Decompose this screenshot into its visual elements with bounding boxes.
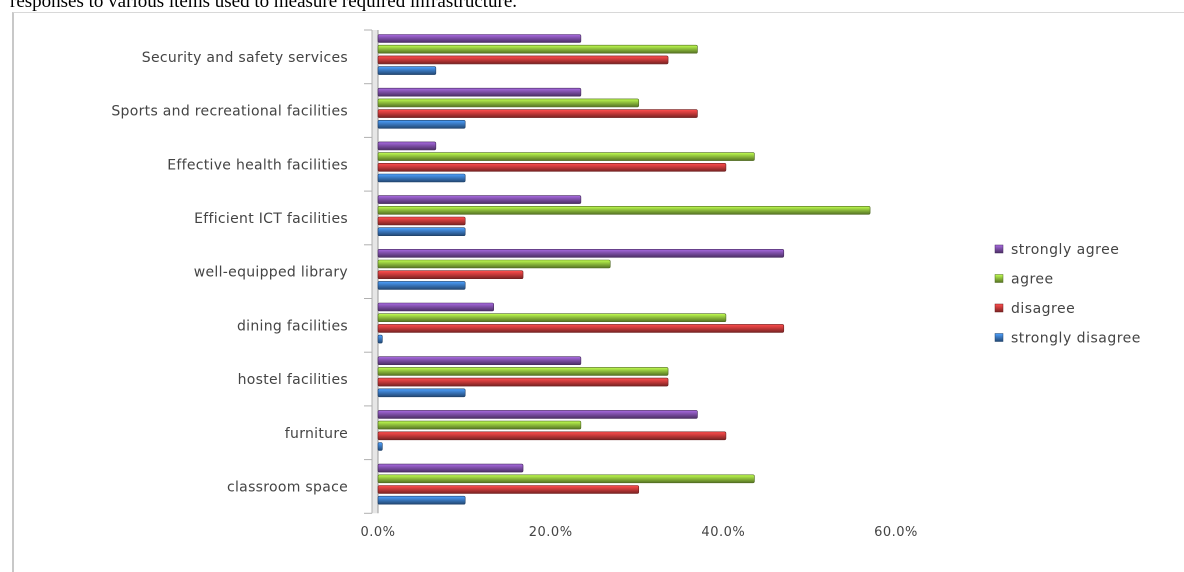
bar-strongly-agree: [377, 195, 582, 204]
x-tick-label: 60.0%: [874, 525, 918, 540]
axis-wall: [372, 30, 378, 514]
category-label: well-equipped library: [194, 265, 348, 281]
category-label: hostel facilities: [238, 372, 348, 388]
bar-agree: [377, 420, 582, 430]
x-tick-label: 0.0%: [360, 525, 395, 540]
bar-strongly-agree: [377, 87, 582, 97]
category-label: Security and safety services: [142, 50, 348, 66]
bar-strongly-disagree: [377, 66, 437, 75]
category-label: Effective health facilities: [167, 157, 348, 173]
bar-agree: [377, 206, 871, 215]
bar-strongly-agree: [377, 463, 524, 473]
bar-strongly-agree: [377, 249, 785, 258]
figure-caption: responses to various items used to measu…: [10, 0, 518, 12]
bar-strongly-disagree: [377, 442, 383, 451]
bar-agree: [377, 98, 640, 108]
bar-agree: [377, 474, 755, 484]
legend-label: strongly disagree: [1011, 331, 1141, 347]
legend-label: strongly agree: [1011, 242, 1119, 258]
bar-disagree: [377, 270, 524, 280]
legend-swatch: [994, 244, 1004, 254]
legend-label: agree: [1011, 272, 1054, 288]
bar-disagree: [377, 485, 640, 494]
legend-swatch: [994, 274, 1004, 283]
bar-disagree: [377, 377, 669, 387]
legend-swatch: [994, 333, 1004, 342]
category-label: dining facilities: [237, 318, 348, 334]
bar-strongly-disagree: [377, 388, 466, 398]
bar-agree: [377, 259, 611, 269]
bar-agree: [377, 44, 698, 54]
bar-disagree: [377, 216, 466, 226]
chart-frame: [12, 12, 1184, 572]
bar-disagree: [377, 109, 698, 118]
bar-strongly-agree: [377, 302, 494, 312]
bar-agree: [377, 313, 727, 323]
bar-disagree: [377, 55, 669, 65]
bar-disagree: [377, 324, 785, 333]
category-label: classroom space: [227, 479, 348, 495]
bar-strongly-agree: [377, 34, 582, 43]
bar-agree: [377, 367, 669, 376]
bar-strongly-disagree: [377, 495, 466, 505]
legend-swatch: [994, 303, 1004, 313]
bar-strongly-agree: [377, 410, 698, 419]
bar-disagree: [377, 163, 727, 172]
bar-strongly-disagree: [377, 334, 383, 344]
bar-strongly-disagree: [377, 173, 466, 183]
x-tick-label: 20.0%: [529, 525, 573, 540]
bar-strongly-disagree: [377, 227, 466, 236]
bar-strongly-disagree: [377, 281, 466, 290]
category-label: Sports and recreational facilities: [111, 104, 348, 120]
x-tick-label: 40.0%: [701, 525, 745, 540]
legend-label: disagree: [1011, 301, 1075, 317]
category-label: Efficient ICT facilities: [194, 211, 348, 227]
bar-strongly-disagree: [377, 120, 466, 129]
bar-strongly-agree: [377, 356, 582, 366]
bar-strongly-agree: [377, 141, 437, 151]
bar-agree: [377, 152, 755, 161]
bar-disagree: [377, 431, 727, 441]
category-label: furniture: [285, 426, 348, 442]
